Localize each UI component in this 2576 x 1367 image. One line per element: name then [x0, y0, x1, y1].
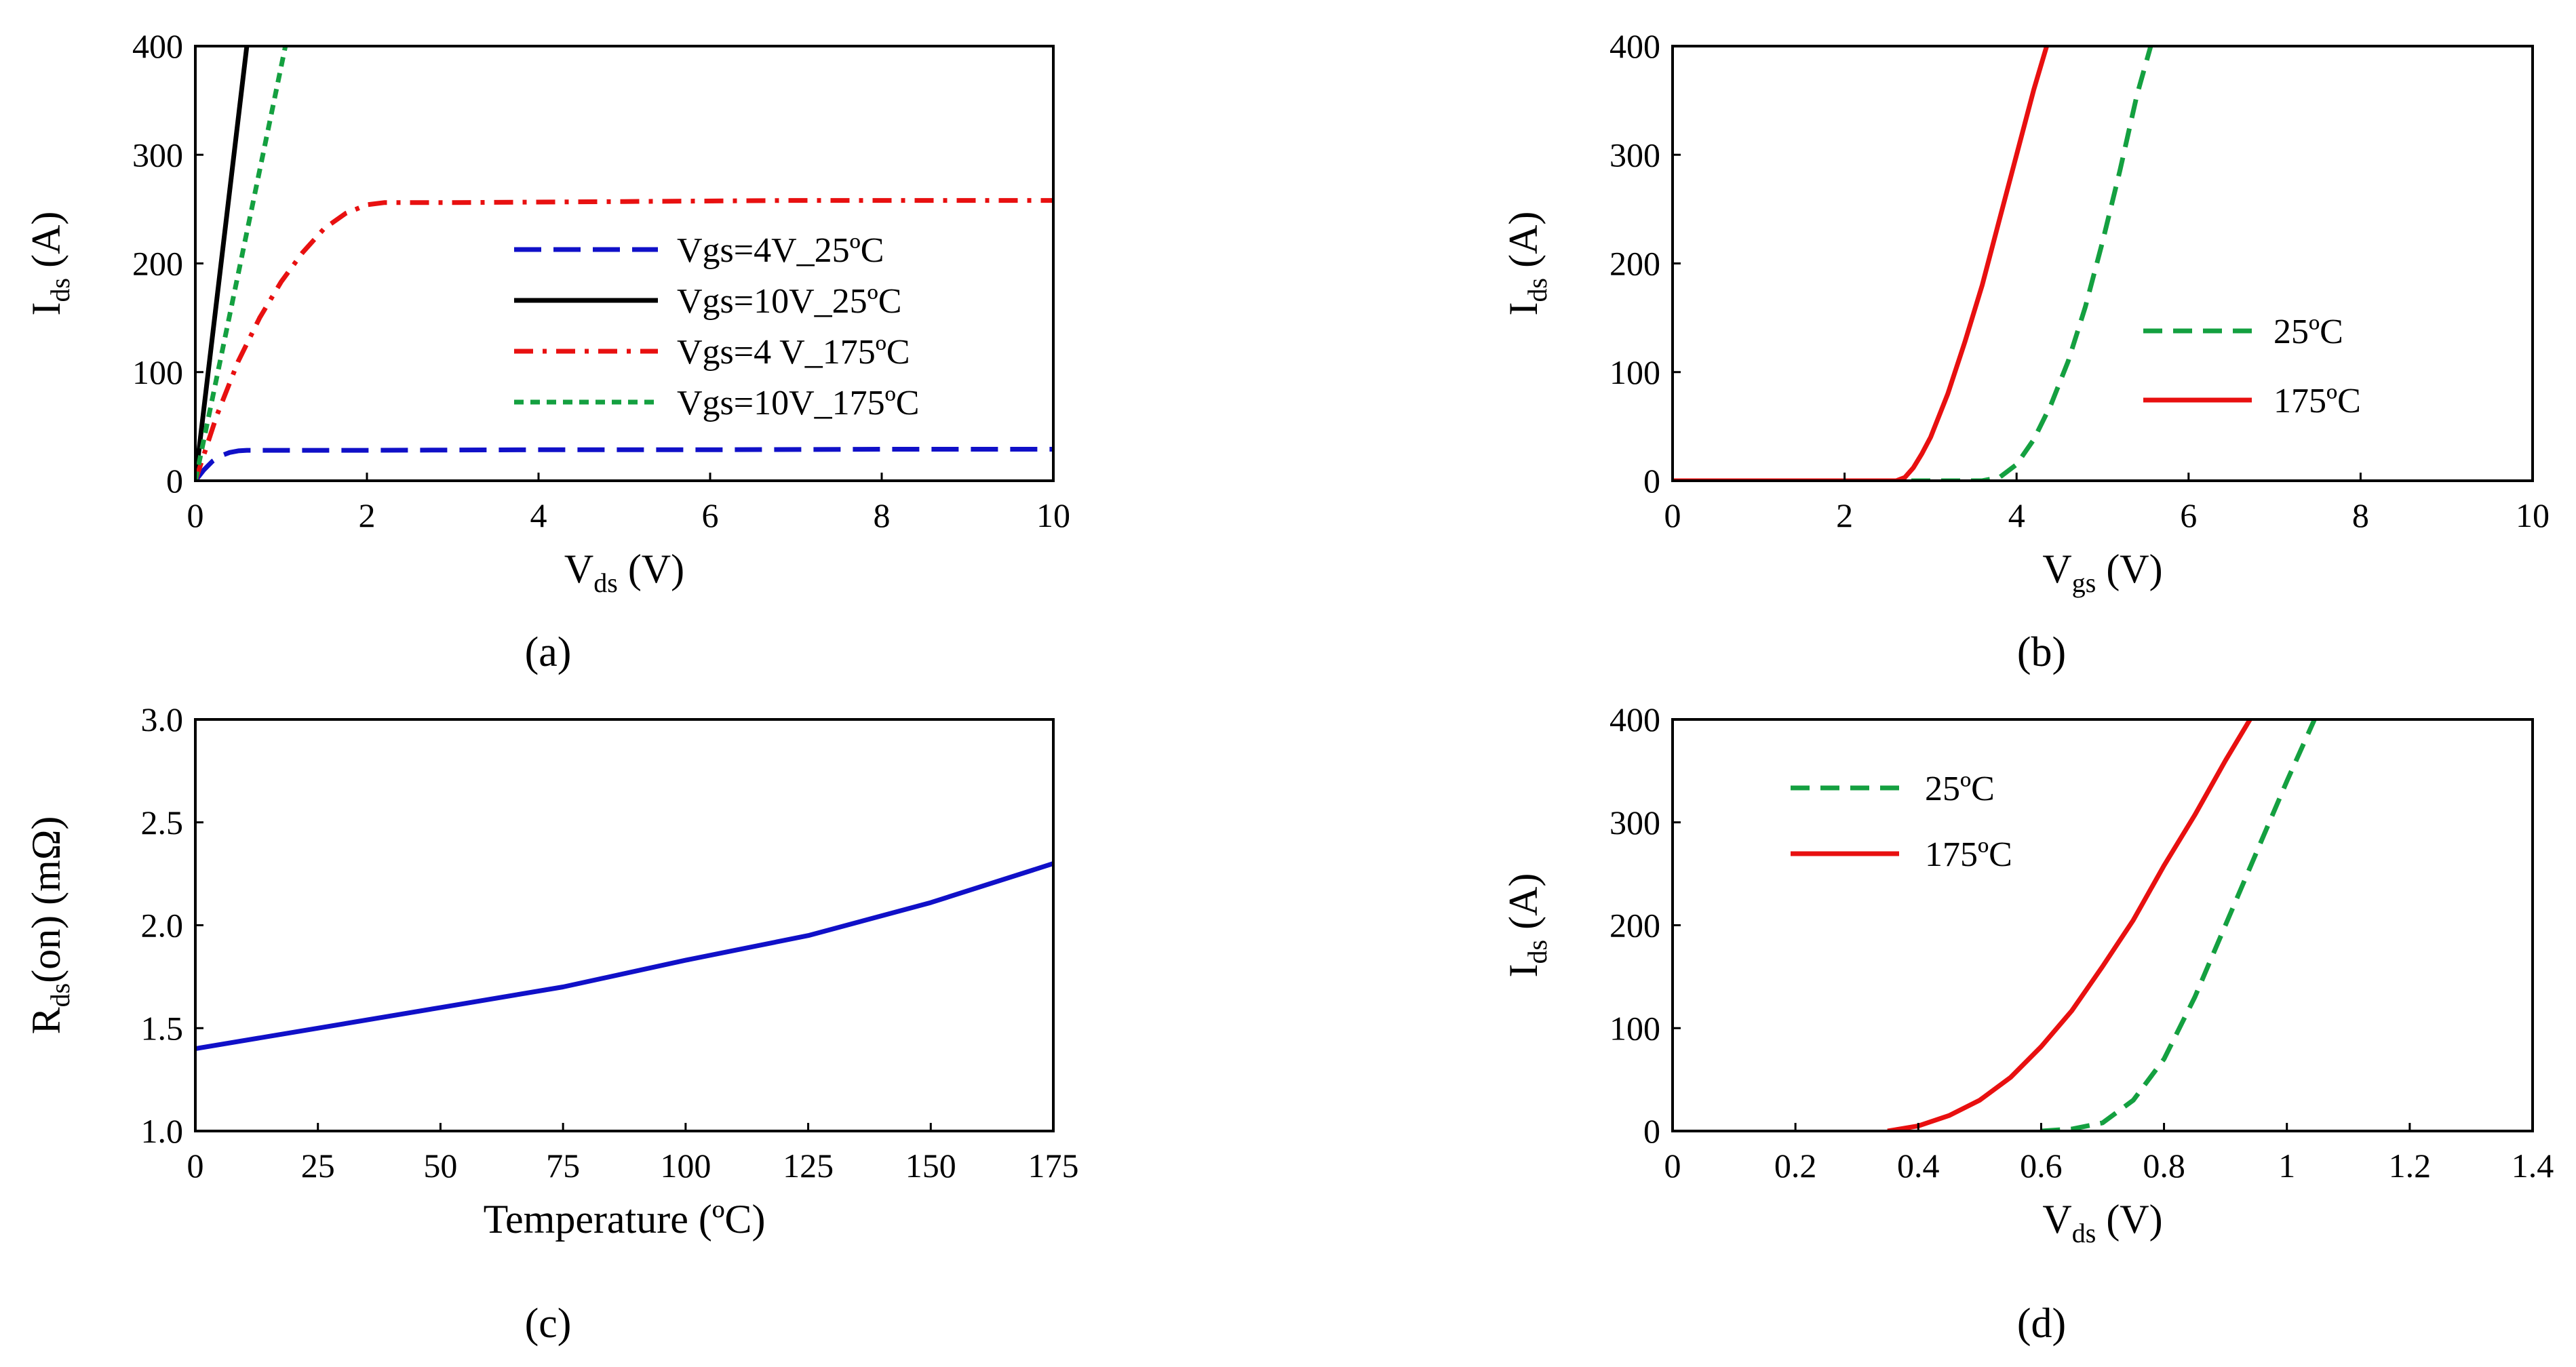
- chart-b-xtick-label-1: 2: [1836, 496, 1853, 534]
- chart-c-xtick-label-1: 25: [301, 1147, 335, 1185]
- chart-c-ytick-label-2: 2.0: [141, 907, 184, 945]
- chart-a-frame: [194, 45, 1055, 482]
- chart-d-ytick-label-2: 200: [1609, 907, 1660, 945]
- chart-d-ylabel: Ids (A): [1501, 873, 1553, 978]
- chart-d-legend-label-0: 25ºC: [1925, 770, 1995, 808]
- chart-d-xtick-label-5: 1: [2278, 1147, 2295, 1185]
- chart-c-ytick-label-3: 2.5: [141, 804, 184, 841]
- chart-c-xtick-label-4: 100: [660, 1147, 711, 1185]
- chart-b-xlabel: Vgs (V): [2042, 547, 2162, 598]
- chart-d-series-1-line: [1887, 719, 2252, 1131]
- chart-a-ytick-label-2: 200: [132, 245, 183, 283]
- chart-a-ytick-label-1: 100: [132, 353, 183, 391]
- chart-a-xtick-label-2: 4: [530, 496, 547, 534]
- chart-d-xtick-label-1: 0.2: [1774, 1147, 1817, 1185]
- chart-d-xtick-label-2: 0.4: [1897, 1147, 1940, 1185]
- chart-b-ytick-label-2: 200: [1609, 245, 1660, 283]
- chart-a-ytick-label-4: 400: [132, 27, 183, 65]
- chart-c-xlabel: Temperature (ºC): [484, 1197, 766, 1242]
- chart-c-ylabel: Rds(on) (mΩ): [24, 816, 75, 1035]
- chart-b-xtick-label-5: 10: [2516, 496, 2550, 534]
- chart-a-xlabel: Vds (V): [564, 547, 684, 598]
- chart-b-series-1-line: [1673, 46, 2049, 481]
- chart-a-ytick-label-0: 0: [166, 462, 183, 500]
- chart-b-ytick-label-0: 0: [1643, 462, 1660, 500]
- chart-a-series-0-line: [195, 447, 1053, 481]
- caption-c: (c): [525, 1301, 572, 1347]
- chart-b-xtick-label-3: 6: [2180, 496, 2197, 534]
- caption-a: (a): [525, 629, 572, 675]
- chart-a-series-3-line: [195, 46, 288, 481]
- chart-d-xtick-label-3: 0.6: [2020, 1147, 2063, 1185]
- chart-b-legend-label-0: 25ºC: [2273, 313, 2343, 351]
- chart-c-xtick-label-0: 0: [187, 1147, 204, 1185]
- chart-a-legend-label-3: Vgs=10V_175ºC: [677, 384, 919, 422]
- chart-d-xtick-label-4: 0.8: [2143, 1147, 2185, 1185]
- chart-b-xtick-label-2: 4: [2008, 496, 2025, 534]
- chart-b-xtick-label-4: 8: [2352, 496, 2369, 534]
- chart-d-ytick-label-1: 100: [1609, 1009, 1660, 1047]
- chart-b-ytick-label-3: 300: [1609, 136, 1660, 174]
- chart-d-legend-label-1: 175ºC: [1925, 835, 2012, 874]
- chart-c-series-0-line: [195, 861, 1053, 1052]
- chart-c-ytick-label-1: 1.5: [141, 1009, 184, 1047]
- chart-d-xtick-label-0: 0: [1664, 1147, 1681, 1185]
- chart-c-frame: [194, 718, 1055, 1132]
- chart-a-xtick-label-4: 8: [874, 496, 891, 534]
- chart-d-frame: [1671, 718, 2534, 1132]
- chart-a-series-2-line: [195, 198, 1053, 481]
- chart-c: 0 25 50 75 100 125 150 175 1.0 1.5 2.0 2.5 3.0 Temper…: [24, 700, 1079, 1242]
- chart-b-ylabel: Ids (A): [1501, 212, 1553, 316]
- chart-a-xtick-label-5: 10: [1036, 496, 1070, 534]
- chart-b-ytick-label-1: 100: [1609, 353, 1660, 391]
- chart-b-legend-label-1: 175ºC: [2273, 382, 2361, 420]
- chart-c-ytick-label-0: 1.0: [141, 1112, 184, 1150]
- chart-d-xtick-label-6: 1.2: [2389, 1147, 2432, 1185]
- chart-d-xlabel: Vds (V): [2042, 1197, 2162, 1248]
- chart-b-series-0-line: [1673, 46, 2153, 481]
- chart-d-ytick-label-0: 0: [1643, 1112, 1660, 1150]
- caption-d: (d): [2017, 1301, 2066, 1347]
- chart-a-xtick-label-3: 6: [702, 496, 719, 534]
- chart-d-ytick-label-3: 300: [1609, 804, 1660, 841]
- chart-c-xtick-label-7: 175: [1028, 1147, 1079, 1185]
- chart-c-xtick-label-2: 50: [423, 1147, 457, 1185]
- chart-c-xtick-label-3: 75: [546, 1147, 580, 1185]
- chart-a-legend-label-1: Vgs=10V_25ºC: [677, 282, 901, 321]
- chart-a-legend-label-0: Vgs=4V_25ºC: [677, 231, 884, 270]
- chart-c-xtick-label-5: 125: [783, 1147, 834, 1185]
- caption-b: (b): [2017, 629, 2066, 675]
- chart-c-xtick-label-6: 150: [905, 1147, 956, 1185]
- chart-a-ylabel: Ids (A): [24, 212, 75, 316]
- chart-b-xtick-label-0: 0: [1664, 496, 1681, 534]
- chart-a-xtick-label-0: 0: [187, 496, 204, 534]
- chart-b-frame: [1671, 45, 2534, 482]
- chart-d-series-0-line: [2041, 719, 2317, 1131]
- chart-a-xtick-label-1: 2: [359, 496, 376, 534]
- chart-a-ytick-label-3: 300: [132, 136, 183, 174]
- chart-a-legend-label-2: Vgs=4 V_175ºC: [677, 333, 910, 372]
- chart-c-ytick-label-4: 3.0: [141, 700, 184, 738]
- chart-b-ytick-label-4: 400: [1609, 27, 1660, 65]
- chart-d: 0 0.2 0.4 0.6 0.8 1 1.2 1.4 0 100 200 300 400 Vds (V)…: [1501, 700, 2554, 1248]
- chart-d-xtick-label-7: 1.4: [2512, 1147, 2554, 1185]
- chart-a-series-1-line: [195, 46, 250, 481]
- chart-d-ytick-label-4: 400: [1609, 700, 1660, 738]
